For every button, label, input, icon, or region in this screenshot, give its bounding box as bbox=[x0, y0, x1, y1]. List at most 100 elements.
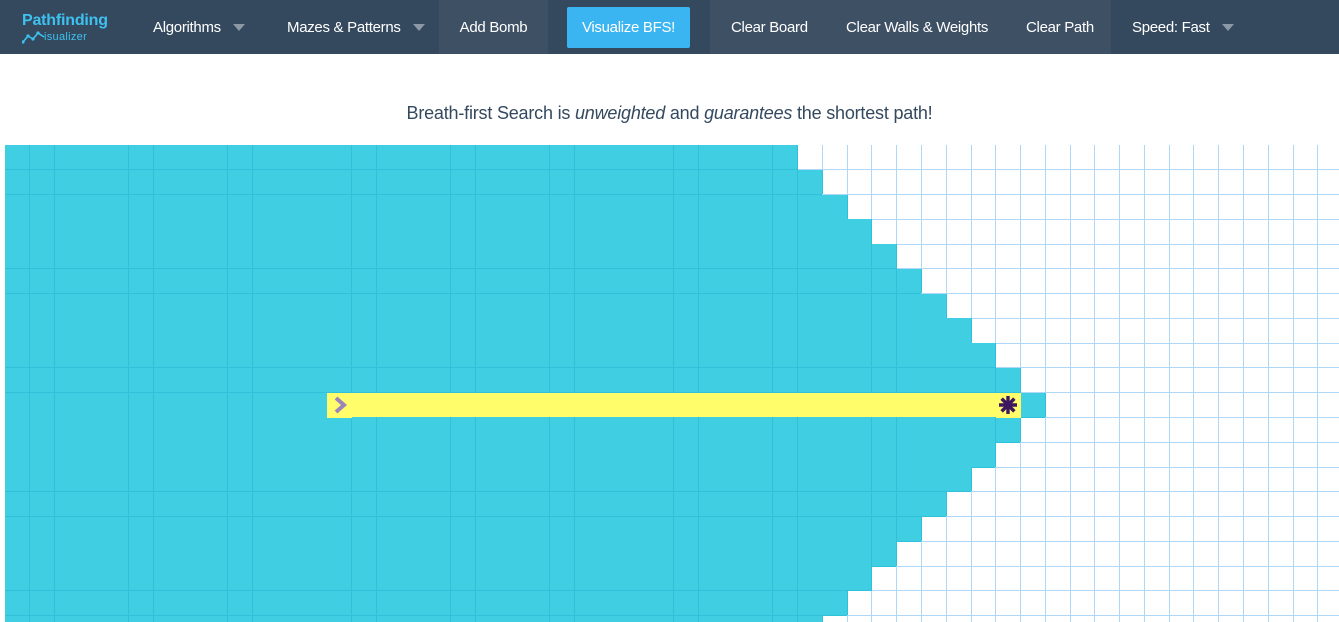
grid-board[interactable] bbox=[5, 145, 1339, 622]
grid-cell[interactable] bbox=[599, 293, 625, 319]
grid-cell[interactable] bbox=[500, 541, 526, 567]
grid-cell[interactable] bbox=[698, 219, 724, 245]
grid-cell[interactable] bbox=[1119, 467, 1145, 493]
grid-cell[interactable] bbox=[847, 467, 873, 493]
visualize-button[interactable]: Visualize BFS! bbox=[567, 6, 690, 48]
grid-cell[interactable] bbox=[252, 343, 278, 369]
grid-cell[interactable] bbox=[104, 491, 130, 518]
grid-cell[interactable] bbox=[450, 392, 477, 418]
grid-cell[interactable] bbox=[1218, 367, 1244, 394]
grid-cell[interactable] bbox=[871, 467, 898, 493]
grid-cell[interactable] bbox=[772, 541, 799, 567]
grid-cell[interactable] bbox=[995, 467, 1022, 493]
grid-cell[interactable] bbox=[29, 293, 56, 319]
grid-cell[interactable] bbox=[971, 169, 997, 196]
grid-cell[interactable] bbox=[1070, 244, 1096, 270]
grid-cell[interactable] bbox=[896, 467, 922, 493]
grid-cell[interactable] bbox=[723, 392, 749, 418]
grid-cell[interactable] bbox=[376, 392, 402, 418]
grid-cell[interactable] bbox=[1317, 393, 1339, 418]
grid-cell[interactable] bbox=[1293, 367, 1319, 394]
grid-cell[interactable] bbox=[1045, 219, 1071, 245]
grid-cell[interactable] bbox=[351, 417, 378, 443]
grid-cell[interactable] bbox=[1045, 244, 1071, 270]
grid-cell[interactable] bbox=[401, 417, 427, 443]
grid-cell[interactable] bbox=[227, 244, 254, 270]
grid-cell[interactable] bbox=[574, 566, 600, 592]
grid-cell[interactable] bbox=[525, 491, 551, 518]
grid-cell[interactable] bbox=[847, 367, 873, 394]
grid-cell[interactable] bbox=[500, 442, 526, 468]
grid-cell[interactable] bbox=[252, 590, 278, 617]
grid-cell[interactable] bbox=[1243, 343, 1269, 369]
grid-cell[interactable] bbox=[995, 541, 1022, 567]
grid-cell[interactable] bbox=[822, 392, 848, 418]
grid-cell[interactable] bbox=[748, 244, 774, 270]
grid-cell[interactable] bbox=[995, 516, 1022, 542]
grid-cell[interactable] bbox=[376, 516, 402, 542]
grid-cell[interactable] bbox=[1243, 145, 1269, 171]
grid-cell[interactable] bbox=[971, 367, 997, 394]
grid-cell[interactable] bbox=[797, 194, 823, 220]
grid-cell[interactable] bbox=[971, 615, 997, 622]
grid-cell[interactable] bbox=[748, 343, 774, 369]
grid-cell[interactable] bbox=[1293, 491, 1319, 518]
grid-cell[interactable] bbox=[1070, 566, 1096, 592]
grid-cell[interactable] bbox=[1169, 367, 1195, 394]
grid-cell[interactable] bbox=[1070, 442, 1096, 468]
grid-cell[interactable] bbox=[921, 219, 947, 245]
grid-cell[interactable] bbox=[5, 615, 31, 622]
grid-cell[interactable] bbox=[376, 145, 402, 171]
grid-cell[interactable] bbox=[327, 293, 353, 319]
grid-cell[interactable] bbox=[649, 566, 675, 592]
grid-cell[interactable] bbox=[203, 417, 229, 443]
grid-cell[interactable] bbox=[1193, 442, 1220, 468]
grid-cell[interactable] bbox=[1045, 293, 1071, 319]
grid-cell[interactable] bbox=[178, 244, 204, 270]
grid-cell[interactable] bbox=[376, 194, 402, 220]
grid-cell[interactable] bbox=[153, 194, 179, 220]
grid-cell[interactable] bbox=[104, 367, 130, 394]
grid-cell[interactable] bbox=[723, 343, 749, 369]
grid-cell[interactable] bbox=[1293, 392, 1319, 418]
grid-cell[interactable] bbox=[649, 268, 675, 295]
grid-cell[interactable] bbox=[227, 367, 254, 394]
grid-cell[interactable] bbox=[426, 293, 452, 319]
grid-cell[interactable] bbox=[599, 590, 625, 617]
grid-cell[interactable] bbox=[1144, 491, 1170, 518]
grid-cell[interactable] bbox=[1169, 343, 1195, 369]
grid-cell[interactable] bbox=[946, 392, 972, 418]
grid-cell[interactable] bbox=[748, 615, 774, 622]
grid-cell[interactable] bbox=[797, 615, 823, 622]
grid-cell[interactable] bbox=[1045, 590, 1071, 617]
grid-cell[interactable] bbox=[896, 516, 922, 542]
grid-cell[interactable] bbox=[1070, 169, 1096, 196]
grid-cell[interactable] bbox=[128, 219, 155, 245]
grid-cell[interactable] bbox=[277, 219, 303, 245]
grid-cell[interactable] bbox=[227, 491, 254, 518]
grid-cell[interactable] bbox=[574, 318, 600, 344]
grid-cell[interactable] bbox=[797, 145, 823, 171]
grid-cell[interactable] bbox=[525, 293, 551, 319]
grid-cell[interactable] bbox=[971, 244, 997, 270]
grid-cell[interactable] bbox=[1144, 268, 1170, 295]
grid-cell[interactable] bbox=[822, 169, 848, 196]
grid-cell[interactable] bbox=[277, 194, 303, 220]
grid-cell[interactable] bbox=[698, 541, 724, 567]
grid-cell[interactable] bbox=[327, 194, 353, 220]
grid-cell[interactable] bbox=[574, 343, 600, 369]
grid-cell[interactable] bbox=[277, 566, 303, 592]
grid-cell[interactable] bbox=[748, 268, 774, 295]
grid-cell[interactable] bbox=[227, 417, 254, 443]
grid-cell[interactable] bbox=[29, 194, 56, 220]
grid-cell[interactable] bbox=[624, 442, 650, 468]
grid-cell[interactable] bbox=[351, 293, 378, 319]
grid-cell[interactable] bbox=[79, 417, 105, 443]
grid-cell[interactable] bbox=[847, 392, 873, 418]
grid-cell[interactable] bbox=[649, 169, 675, 196]
grid-cell[interactable] bbox=[29, 268, 56, 295]
grid-cell[interactable] bbox=[450, 145, 477, 171]
grid-cell[interactable] bbox=[673, 244, 700, 270]
grid-cell[interactable] bbox=[921, 491, 947, 518]
grid-cell[interactable] bbox=[772, 417, 799, 443]
